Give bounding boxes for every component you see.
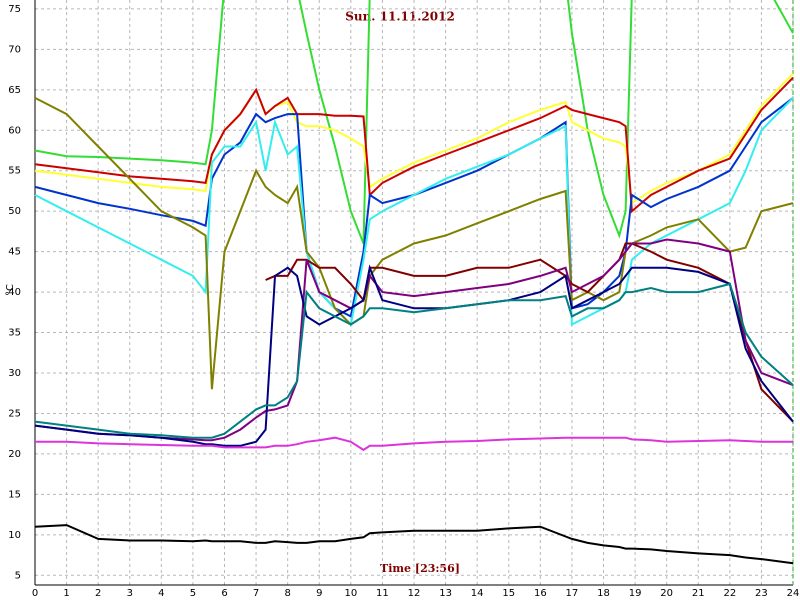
- x-tick-label: 24: [787, 588, 800, 599]
- y-tick-label: 15: [8, 489, 21, 500]
- x-tick-label: 6: [221, 588, 227, 599]
- x-tick-label: 22: [723, 588, 736, 599]
- y-tick-label: 45: [8, 247, 21, 258]
- y-tick-label: 35: [8, 328, 21, 339]
- y-tick-label: 10: [8, 530, 21, 541]
- y-axis-label: °C: [5, 284, 16, 296]
- x-tick-label: 16: [534, 588, 547, 599]
- x-tick-label: 18: [597, 588, 610, 599]
- x-tick-label: 23: [755, 588, 768, 599]
- x-tick-label: 20: [660, 588, 673, 599]
- x-tick-label: 9: [316, 588, 322, 599]
- x-tick-label: 7: [253, 588, 259, 599]
- x-tick-label: 2: [95, 588, 101, 599]
- series-line: [265, 242, 794, 423]
- x-tick-label: 8: [284, 588, 290, 599]
- series-line: [34, 264, 794, 447]
- x-tick-label: 11: [376, 588, 389, 599]
- x-tick-label: 3: [127, 588, 133, 599]
- x-tick-label: 10: [344, 588, 357, 599]
- series-line: [34, 238, 794, 442]
- series-line: [34, 0, 794, 244]
- y-tick-label: 20: [8, 449, 21, 460]
- series-line: [35, 436, 793, 452]
- y-tick-label: 30: [8, 368, 21, 379]
- y-tick-label: 70: [8, 44, 21, 55]
- x-tick-label: 12: [408, 588, 421, 599]
- x-tick-label: 21: [692, 588, 705, 599]
- x-tick-label: 14: [471, 588, 484, 599]
- y-tick-label: 50: [8, 206, 21, 217]
- x-tick-label: 17: [566, 588, 579, 599]
- x-tick-label: 4: [158, 588, 164, 599]
- y-tick-label: 5: [15, 570, 21, 581]
- x-axis-label: Time [23:56]: [380, 562, 460, 575]
- x-tick-label: 15: [502, 588, 515, 599]
- series-line: [34, 524, 794, 565]
- y-tick-label: 75: [8, 4, 21, 15]
- x-tick-label: 0: [32, 588, 38, 599]
- chart-title: Sun. 11.11.2012: [345, 10, 455, 24]
- x-tick-label: 13: [439, 588, 452, 599]
- y-tick-label: 60: [8, 125, 21, 136]
- y-tick-label: 65: [8, 85, 21, 96]
- y-tick-label: 40: [8, 287, 21, 298]
- series-line: [34, 97, 794, 327]
- y-tick-label: 25: [8, 408, 21, 419]
- x-tick-label: 1: [63, 588, 69, 599]
- x-tick-label: 19: [629, 588, 642, 599]
- x-tick-label: 5: [190, 588, 196, 599]
- series-line: [34, 282, 794, 439]
- y-tick-label: 55: [8, 166, 21, 177]
